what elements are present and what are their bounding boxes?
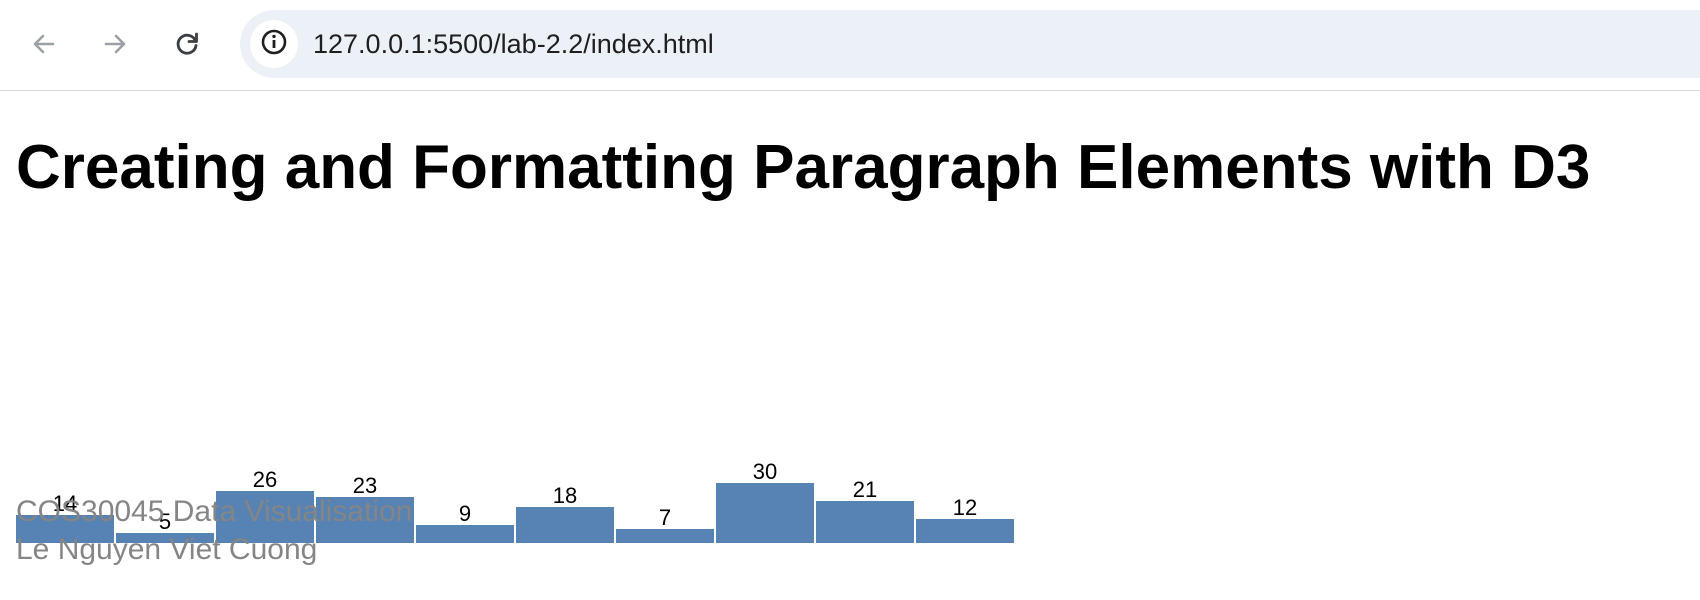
bar [116, 533, 214, 543]
page-content: Creating and Formatting Paragraph Elemen… [0, 91, 1700, 600]
bar-value-label: 14 [53, 491, 77, 516]
arrow-left-icon [29, 29, 59, 59]
bar-value-label: 5 [159, 509, 171, 534]
bar-value-label: 23 [353, 473, 377, 498]
site-info-button[interactable] [250, 20, 298, 68]
bar [716, 483, 814, 543]
bar-value-label: 9 [459, 501, 471, 526]
bar-value-label: 26 [253, 467, 277, 492]
bar [916, 519, 1014, 543]
forward-button[interactable] [93, 22, 137, 66]
bar [816, 501, 914, 543]
info-icon [259, 27, 289, 62]
bar [316, 497, 414, 543]
bar [216, 491, 314, 543]
bar-chart: 14 5 26 23 9 18 7 30 21 12 [16, 459, 1014, 543]
bar [516, 507, 614, 543]
bar-value-label: 30 [753, 459, 777, 484]
bar-value-label: 21 [853, 477, 877, 502]
reload-icon [172, 29, 202, 59]
url-text[interactable]: 127.0.0.1:5500/lab-2.2/index.html [313, 29, 714, 59]
bar [16, 515, 114, 543]
back-button[interactable] [22, 22, 66, 66]
bar [616, 529, 714, 543]
arrow-right-icon [100, 29, 130, 59]
author-name: Le Nguyen Viet Cuong [16, 533, 318, 566]
browser-toolbar: 127.0.0.1:5500/lab-2.2/index.html [0, 0, 1700, 91]
page-title: Creating and Formatting Paragraph Elemen… [16, 133, 1591, 202]
bar [416, 525, 514, 543]
bar-value-label: 7 [659, 505, 671, 530]
course-name: COS30045 Data Visualisation [16, 495, 413, 528]
bar-value-label: 12 [953, 495, 977, 520]
reload-button[interactable] [165, 22, 209, 66]
bar-value-label: 18 [553, 483, 577, 508]
address-bar[interactable]: 127.0.0.1:5500/lab-2.2/index.html [240, 10, 1700, 78]
